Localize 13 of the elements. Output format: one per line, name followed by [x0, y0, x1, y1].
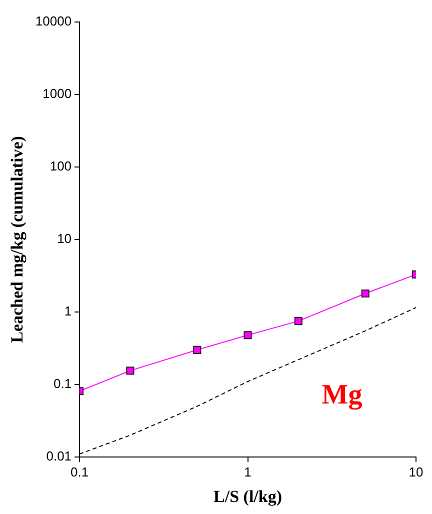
- x-tick-label: 1: [244, 464, 252, 480]
- y-axis-title: Leached mg/kg (cumulative): [8, 136, 27, 343]
- y-tick-label: 0.01: [46, 448, 72, 464]
- annotation: Mg: [322, 379, 362, 410]
- y-tick-label: 100: [50, 158, 72, 174]
- y-tick-label: 1: [64, 304, 72, 319]
- y-tick-label: 1000: [42, 86, 72, 102]
- y-tick-label: 0.1: [53, 376, 72, 392]
- x-axis-title: L/S (l/kg): [214, 487, 282, 506]
- y-tick-label: 10000: [35, 14, 72, 29]
- x-tick-label: 10: [408, 464, 424, 480]
- y-tick-label: 10: [57, 231, 72, 246]
- x-tick-label: 0.1: [70, 464, 89, 480]
